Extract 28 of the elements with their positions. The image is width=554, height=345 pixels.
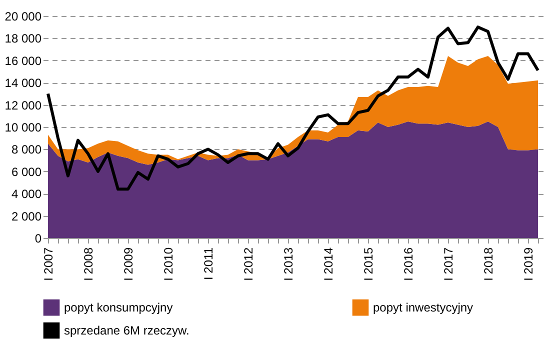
x-tick-label: I 2010: [162, 247, 176, 281]
legend-label: sprzedane 6M rzeczyw.: [64, 324, 190, 338]
y-tick-label: 16 000: [4, 54, 42, 68]
legend-label: popyt konsumpcyjny: [64, 300, 173, 315]
y-tick-label: 12 000: [4, 98, 42, 112]
x-tick-label: I 2014: [322, 247, 336, 281]
y-tick-label: 14 000: [4, 76, 42, 90]
x-tick-label: I 2017: [442, 247, 456, 281]
y-tick-label: 20 000: [4, 10, 42, 24]
y-tick-label: 10 000: [4, 120, 42, 134]
x-tick-label: I 2019: [522, 247, 536, 281]
y-tick-label: 0: [34, 232, 42, 246]
x-tick-label: I 2007: [42, 247, 56, 281]
x-tick-label: I 2009: [122, 247, 136, 281]
y-tick-label: 8 000: [11, 142, 42, 157]
x-tick-label: I 2018: [482, 247, 496, 281]
x-tick-label: I 2012: [242, 247, 256, 281]
x-tick-label: I 2015: [362, 247, 376, 281]
x-tick-label: I 2013: [282, 247, 296, 281]
line-series: [46, 26, 540, 191]
x-tick-label: I 2008: [82, 247, 96, 281]
y-tick-label: 6 000: [11, 164, 42, 179]
legend-label: popyt inwestycyjny: [373, 300, 474, 315]
y-tick-label: 2 000: [11, 209, 42, 224]
y-tick-label: 18 000: [4, 32, 42, 46]
x-tick-label: I 2011: [202, 247, 216, 280]
x-tick-label: I 2016: [402, 247, 416, 281]
y-tick-label: 4 000: [11, 187, 42, 202]
